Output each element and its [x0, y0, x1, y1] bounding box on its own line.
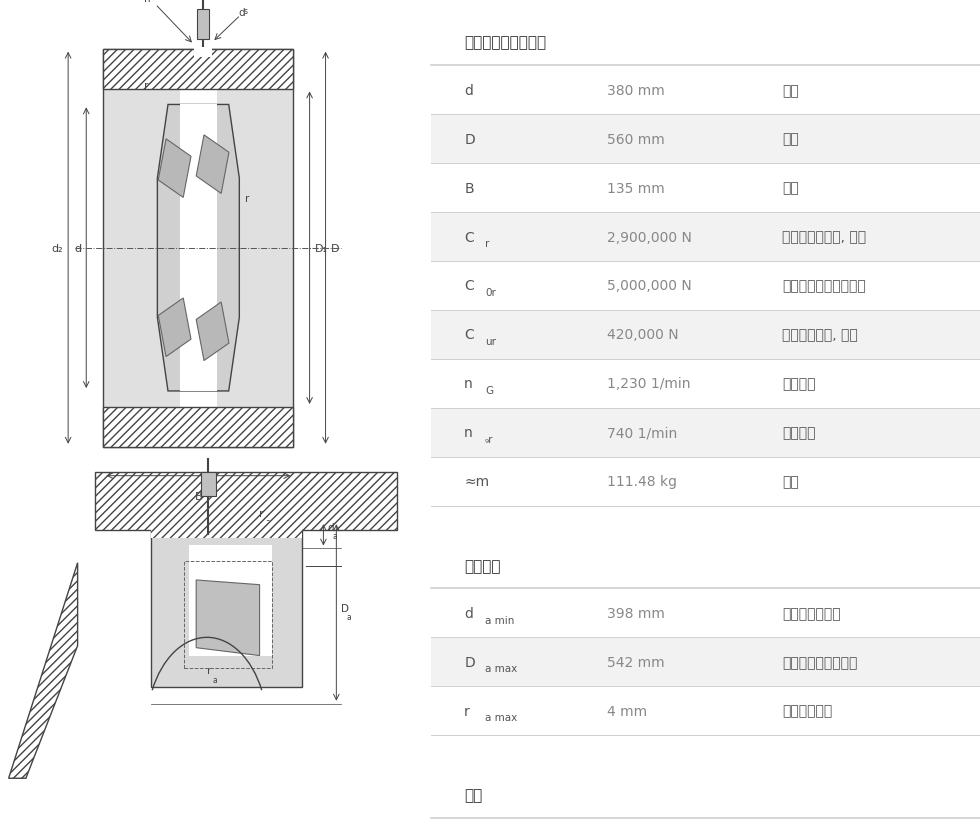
Text: ur: ur — [485, 336, 496, 347]
Bar — [194, 48, 213, 58]
Text: 最大凹穴半径: 最大凹穴半径 — [782, 704, 833, 718]
Text: 740 1/min: 740 1/min — [607, 426, 677, 440]
Text: 2,900,000 N: 2,900,000 N — [607, 230, 692, 244]
Text: a: a — [266, 518, 270, 527]
Text: 0r: 0r — [485, 287, 496, 298]
Text: r: r — [144, 80, 148, 90]
Bar — [188, 546, 271, 656]
Bar — [104, 407, 293, 447]
Text: 宽度: 宽度 — [782, 181, 799, 195]
Bar — [179, 105, 218, 392]
Text: n: n — [465, 426, 473, 440]
Text: ₉r: ₉r — [485, 434, 494, 445]
Text: 135 mm: 135 mm — [607, 181, 664, 195]
Text: a: a — [213, 675, 218, 684]
Text: B: B — [465, 181, 473, 195]
Text: D: D — [465, 655, 475, 669]
Text: r: r — [259, 508, 263, 518]
Text: r: r — [246, 194, 250, 204]
Text: 560 mm: 560 mm — [607, 132, 664, 147]
Bar — [197, 10, 209, 40]
Text: s: s — [244, 7, 248, 16]
Bar — [431, 213, 980, 262]
Text: r: r — [485, 238, 489, 249]
Text: 疲劳极限载荷, 径向: 疲劳极限载荷, 径向 — [782, 328, 858, 342]
Text: 420,000 N: 420,000 N — [607, 328, 678, 342]
Text: 542 mm: 542 mm — [607, 655, 664, 669]
Text: 398 mm: 398 mm — [607, 606, 664, 620]
Text: C: C — [465, 279, 474, 293]
Text: 参考转速: 参考转速 — [782, 426, 816, 440]
Bar — [180, 50, 217, 447]
Bar — [104, 50, 293, 89]
Text: r: r — [207, 666, 212, 676]
Text: n: n — [144, 0, 151, 4]
Polygon shape — [158, 105, 239, 392]
Text: n: n — [465, 377, 473, 391]
Text: 基本额定动载荷, 径向: 基本额定动载荷, 径向 — [782, 230, 866, 244]
Polygon shape — [196, 580, 260, 656]
Bar — [104, 50, 293, 447]
Bar — [201, 472, 216, 497]
Text: d: d — [74, 243, 81, 253]
Text: d: d — [465, 84, 473, 98]
Text: D: D — [330, 243, 339, 253]
Text: d: d — [327, 522, 334, 532]
Text: a max: a max — [485, 712, 517, 723]
Text: a: a — [333, 531, 338, 540]
Text: 重量: 重量 — [782, 474, 799, 489]
Text: C: C — [465, 328, 474, 342]
Text: 极限转速: 极限转速 — [782, 377, 816, 391]
Bar — [431, 638, 980, 686]
Text: d: d — [238, 8, 245, 18]
Text: 轴挡肩最小直径: 轴挡肩最小直径 — [782, 606, 841, 620]
Text: r: r — [465, 704, 469, 718]
Text: a min: a min — [485, 614, 514, 625]
Text: d₂: d₂ — [51, 243, 63, 253]
Text: 380 mm: 380 mm — [607, 84, 664, 98]
Text: 基本额定静载荷，径向: 基本额定静载荷，径向 — [782, 279, 866, 293]
Text: a: a — [346, 613, 351, 622]
Bar — [151, 530, 302, 687]
Text: C: C — [465, 230, 474, 244]
Polygon shape — [158, 140, 191, 198]
Bar — [431, 310, 980, 359]
Text: 尺寸: 尺寸 — [465, 787, 482, 802]
Bar — [431, 408, 980, 457]
Text: s: s — [153, 0, 157, 2]
Text: 4 mm: 4 mm — [607, 704, 647, 718]
Text: ≈m: ≈m — [465, 474, 489, 489]
Text: G: G — [485, 385, 493, 396]
Bar — [431, 115, 980, 164]
Bar — [184, 561, 271, 668]
Polygon shape — [158, 299, 191, 357]
Polygon shape — [196, 136, 229, 195]
Text: 安装尺寸: 安装尺寸 — [465, 558, 501, 573]
Text: 111.48 kg: 111.48 kg — [607, 474, 677, 489]
Text: 外径: 外径 — [782, 132, 799, 147]
Text: D: D — [465, 132, 475, 147]
Bar — [95, 472, 397, 530]
Text: B: B — [195, 491, 202, 501]
Bar — [151, 522, 302, 538]
Text: D: D — [341, 604, 349, 614]
Polygon shape — [196, 302, 229, 361]
Text: 1,230 1/min: 1,230 1/min — [607, 377, 690, 391]
Text: D₁: D₁ — [315, 243, 327, 253]
Text: d: d — [465, 606, 473, 620]
Text: 轴承座挡肩最大直径: 轴承座挡肩最大直径 — [782, 655, 858, 669]
Text: 5,000,000 N: 5,000,000 N — [607, 279, 692, 293]
Text: a max: a max — [485, 663, 517, 674]
Text: 主要尺寸和性能数据: 主要尺寸和性能数据 — [465, 36, 546, 51]
Polygon shape — [9, 563, 77, 778]
Text: 内径: 内径 — [782, 84, 799, 98]
